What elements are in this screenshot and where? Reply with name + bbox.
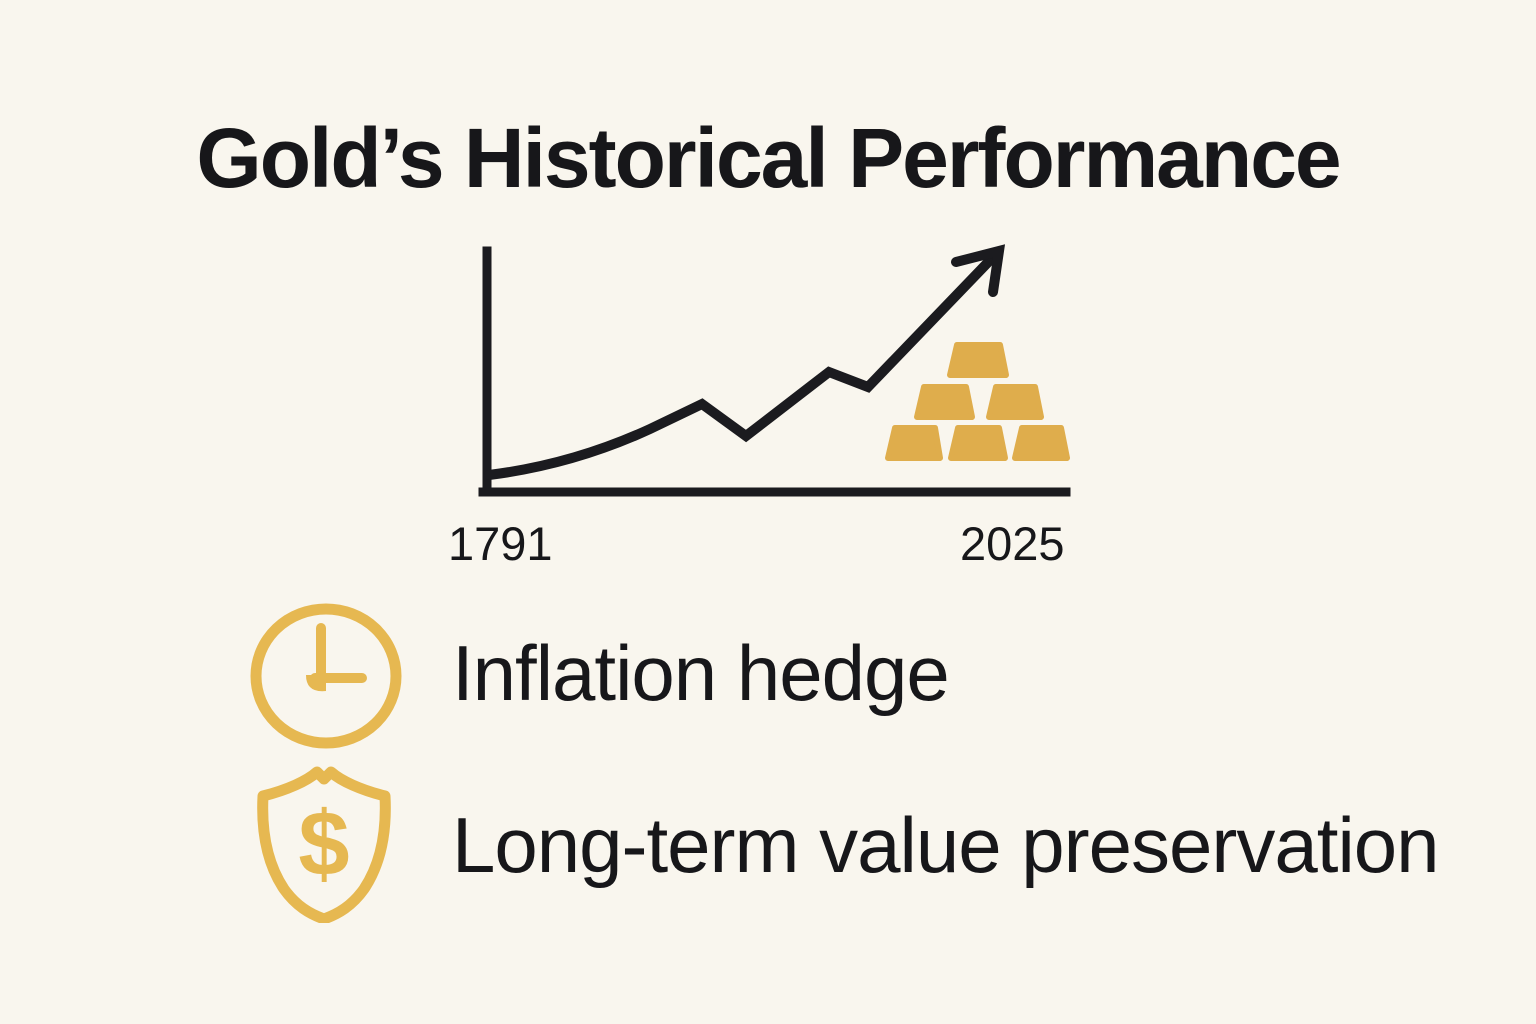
shield-dollar-icon: $ [257,766,391,923]
dollar-sign-glyph: $ [298,793,349,895]
bullet-label-value-preservation: Long-term value preservation [452,801,1440,889]
clock-icon [250,603,402,749]
page-title: Gold’s Historical Performance [196,111,1341,205]
arrow-icon [951,244,1006,297]
trend-line [484,249,1001,480]
gold-bars-icon [885,342,1070,461]
bullet-label-inflation-hedge: Inflation hedge [452,629,950,717]
x-axis-start-label: 1791 [448,517,553,570]
x-axis-end-label: 2025 [960,517,1065,570]
